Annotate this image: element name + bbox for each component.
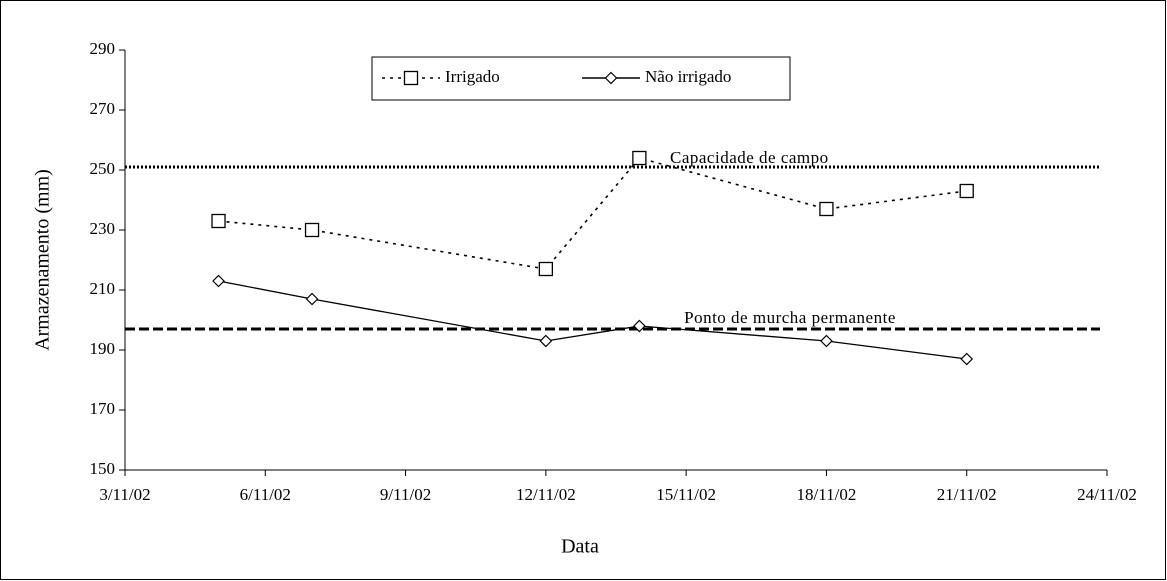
y-tick-label: 230 <box>90 219 116 238</box>
y-axis-label: Armazenamento (mm) <box>32 169 54 351</box>
marker <box>960 352 974 366</box>
marker <box>539 334 553 348</box>
x-axis-label: Data <box>561 536 599 558</box>
legend-label: Irrigado <box>445 67 500 86</box>
marker <box>212 274 225 288</box>
x-tick-label: 24/11/02 <box>1077 485 1137 504</box>
marker <box>304 222 320 238</box>
marker <box>211 213 226 229</box>
marker <box>538 261 554 277</box>
y-tick-label: 250 <box>90 159 116 178</box>
marker <box>959 183 974 199</box>
y-tick-label: 290 <box>90 39 116 58</box>
y-tick-label: 190 <box>90 339 116 358</box>
marker <box>305 292 319 306</box>
y-tick-label: 150 <box>90 459 116 478</box>
marker <box>633 319 646 333</box>
x-tick-label: 3/11/02 <box>99 485 150 504</box>
reference-label: Capacidade de campo <box>670 148 829 167</box>
x-tick-label: 12/11/02 <box>516 485 576 504</box>
reference-label: Ponto de murcha permanente <box>684 308 896 327</box>
series-line <box>218 280 967 360</box>
x-tick-label: 15/11/02 <box>656 485 716 504</box>
x-tick-label: 6/11/02 <box>240 485 291 504</box>
y-tick-label: 270 <box>90 99 116 118</box>
x-tick-label: 9/11/02 <box>380 485 431 504</box>
legend-marker <box>403 70 419 86</box>
y-tick-label: 210 <box>90 279 116 298</box>
x-tick-label: 21/11/02 <box>937 485 997 504</box>
marker <box>820 334 833 348</box>
x-tick-label: 18/11/02 <box>797 485 857 504</box>
y-tick-label: 170 <box>90 399 116 418</box>
legend-box <box>371 56 791 101</box>
marker <box>819 201 834 217</box>
legend-marker <box>604 71 618 85</box>
legend-label: Não irrigado <box>645 67 731 86</box>
marker <box>632 150 647 166</box>
